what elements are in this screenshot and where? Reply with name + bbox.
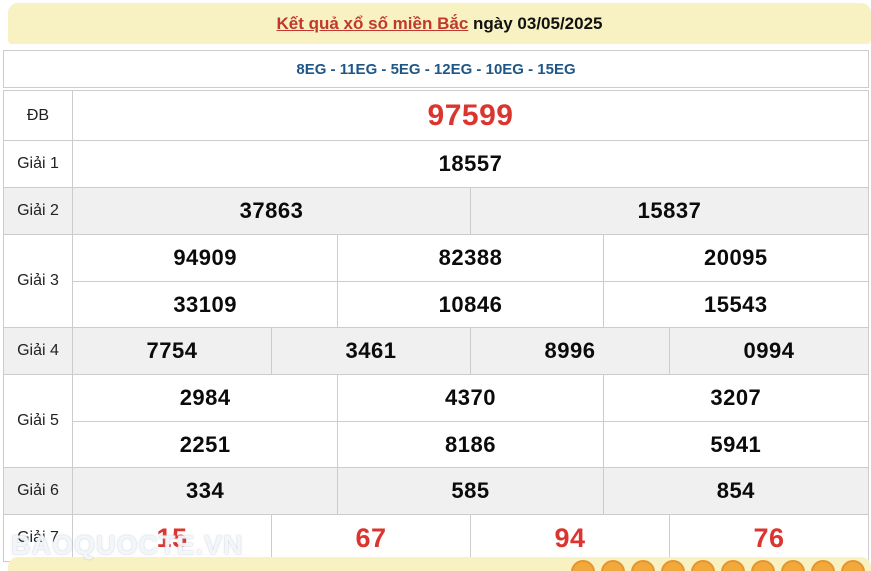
results-title-link[interactable]: Kết quả xổ số miền Bắc — [276, 13, 469, 33]
prize-value: 4370 — [337, 375, 602, 421]
prize-value: 2251 — [179, 431, 231, 457]
prize-value: 94909 — [173, 245, 237, 270]
prize-value: 3207 — [602, 375, 868, 421]
prize-value: 585 — [337, 468, 602, 514]
lottery-balls-row — [571, 560, 865, 571]
prize-row-content: 37863 15837 — [73, 188, 868, 234]
prize-label: Giải 3 — [4, 235, 73, 327]
lottery-ball-icon — [571, 560, 595, 571]
prize-sub-row: 334 585 854 — [73, 468, 868, 514]
lottery-ball-icon — [661, 560, 685, 571]
lottery-ball-icon — [601, 560, 625, 571]
prize-value: 97599 — [427, 98, 514, 132]
prize-value: 15837 — [470, 188, 868, 234]
prize-label: Giải 1 — [4, 141, 73, 187]
prize-sub-row: 94909 82388 20095 — [73, 235, 868, 281]
prize-value: 10846 — [337, 282, 602, 327]
prize-value: 82388 — [337, 235, 602, 281]
prize-sub-row: 37863 15837 — [73, 188, 868, 234]
lottery-ball-icon — [781, 560, 805, 571]
results-table: ĐB 97599 Giải 1 18557 Giải 2 37863 15837 Giải 3… — [3, 90, 869, 562]
prize-value: 2984 — [179, 385, 231, 410]
prize-value: 5941 — [602, 422, 868, 467]
prize-label: ĐB — [4, 91, 73, 140]
prize-label: Giải 2 — [4, 188, 73, 234]
lottery-ball-icon — [721, 560, 745, 571]
prize-value: 854 — [602, 468, 868, 514]
lottery-ball-icon — [691, 560, 715, 571]
prize-value: 15 — [156, 522, 188, 553]
prize-row: Giải 7 15 67 94 76 — [4, 514, 868, 561]
prize-row-content: 97599 — [73, 91, 868, 140]
prize-row-content: 2984 4370 3207 2251 8186 5941 — [73, 375, 868, 467]
prize-row-content: 7754 3461 8996 0994 — [73, 328, 868, 374]
results-date: ngày 03/05/2025 — [468, 13, 603, 33]
prize-sub-row: 15 67 94 76 — [73, 515, 868, 561]
prize-label: Giải 5 — [4, 375, 73, 467]
prize-row: Giải 5 2984 4370 3207 2251 8186 5941 — [4, 374, 868, 467]
prize-sub-row: 18557 — [73, 141, 868, 187]
prize-value: 67 — [271, 515, 470, 561]
prize-sub-row: 7754 3461 8996 0994 — [73, 328, 868, 374]
prize-row: Giải 2 37863 15837 — [4, 187, 868, 234]
station-codes: 8EG - 11EG - 5EG - 12EG - 10EG - 15EG — [296, 60, 576, 78]
prize-value: 33109 — [173, 291, 237, 317]
prize-sub-row: 2251 8186 5941 — [73, 421, 868, 467]
prize-row: Giải 6 334 585 854 — [4, 467, 868, 514]
prize-value: 3461 — [271, 328, 470, 374]
lottery-ball-icon — [631, 560, 655, 571]
lottery-ball-icon — [841, 560, 865, 571]
prize-row-content: 18557 — [73, 141, 868, 187]
prize-row-content: 334 585 854 — [73, 468, 868, 514]
results-banner: Kết quả xổ số miền Bắc ngày 03/05/2025 — [8, 3, 871, 44]
prize-row: ĐB 97599 — [4, 91, 868, 140]
prize-row: Giải 3 94909 82388 20095 33109 10846 15543 — [4, 234, 868, 327]
station-codes-bar: 8EG - 11EG - 5EG - 12EG - 10EG - 15EG — [3, 50, 869, 88]
prize-label: Giải 4 — [4, 328, 73, 374]
prize-label: Giải 6 — [4, 468, 73, 514]
prize-value: 8996 — [470, 328, 669, 374]
lottery-ball-icon — [811, 560, 835, 571]
prize-value: 334 — [186, 478, 225, 503]
prize-value: 7754 — [146, 338, 198, 363]
prize-row: Giải 4 7754 3461 8996 0994 — [4, 327, 868, 374]
prize-sub-row: 33109 10846 15543 — [73, 281, 868, 327]
prize-value: 18557 — [438, 151, 503, 176]
prize-label: Giải 7 — [4, 515, 73, 561]
lottery-ball-icon — [751, 560, 775, 571]
prize-value: 0994 — [669, 328, 868, 374]
prize-value: 15543 — [602, 282, 868, 327]
prize-sub-row: 97599 — [73, 91, 868, 140]
prize-value: 8186 — [337, 422, 602, 467]
prize-value: 94 — [470, 515, 669, 561]
prize-value: 37863 — [239, 198, 304, 223]
prize-row-content: 94909 82388 20095 33109 10846 15543 — [73, 235, 868, 327]
prize-row: Giải 1 18557 — [4, 140, 868, 187]
prize-value: 20095 — [602, 235, 868, 281]
next-section-strip — [8, 557, 871, 571]
prize-row-content: 15 67 94 76 — [73, 515, 868, 561]
prize-sub-row: 2984 4370 3207 — [73, 375, 868, 421]
prize-value: 76 — [669, 515, 868, 561]
